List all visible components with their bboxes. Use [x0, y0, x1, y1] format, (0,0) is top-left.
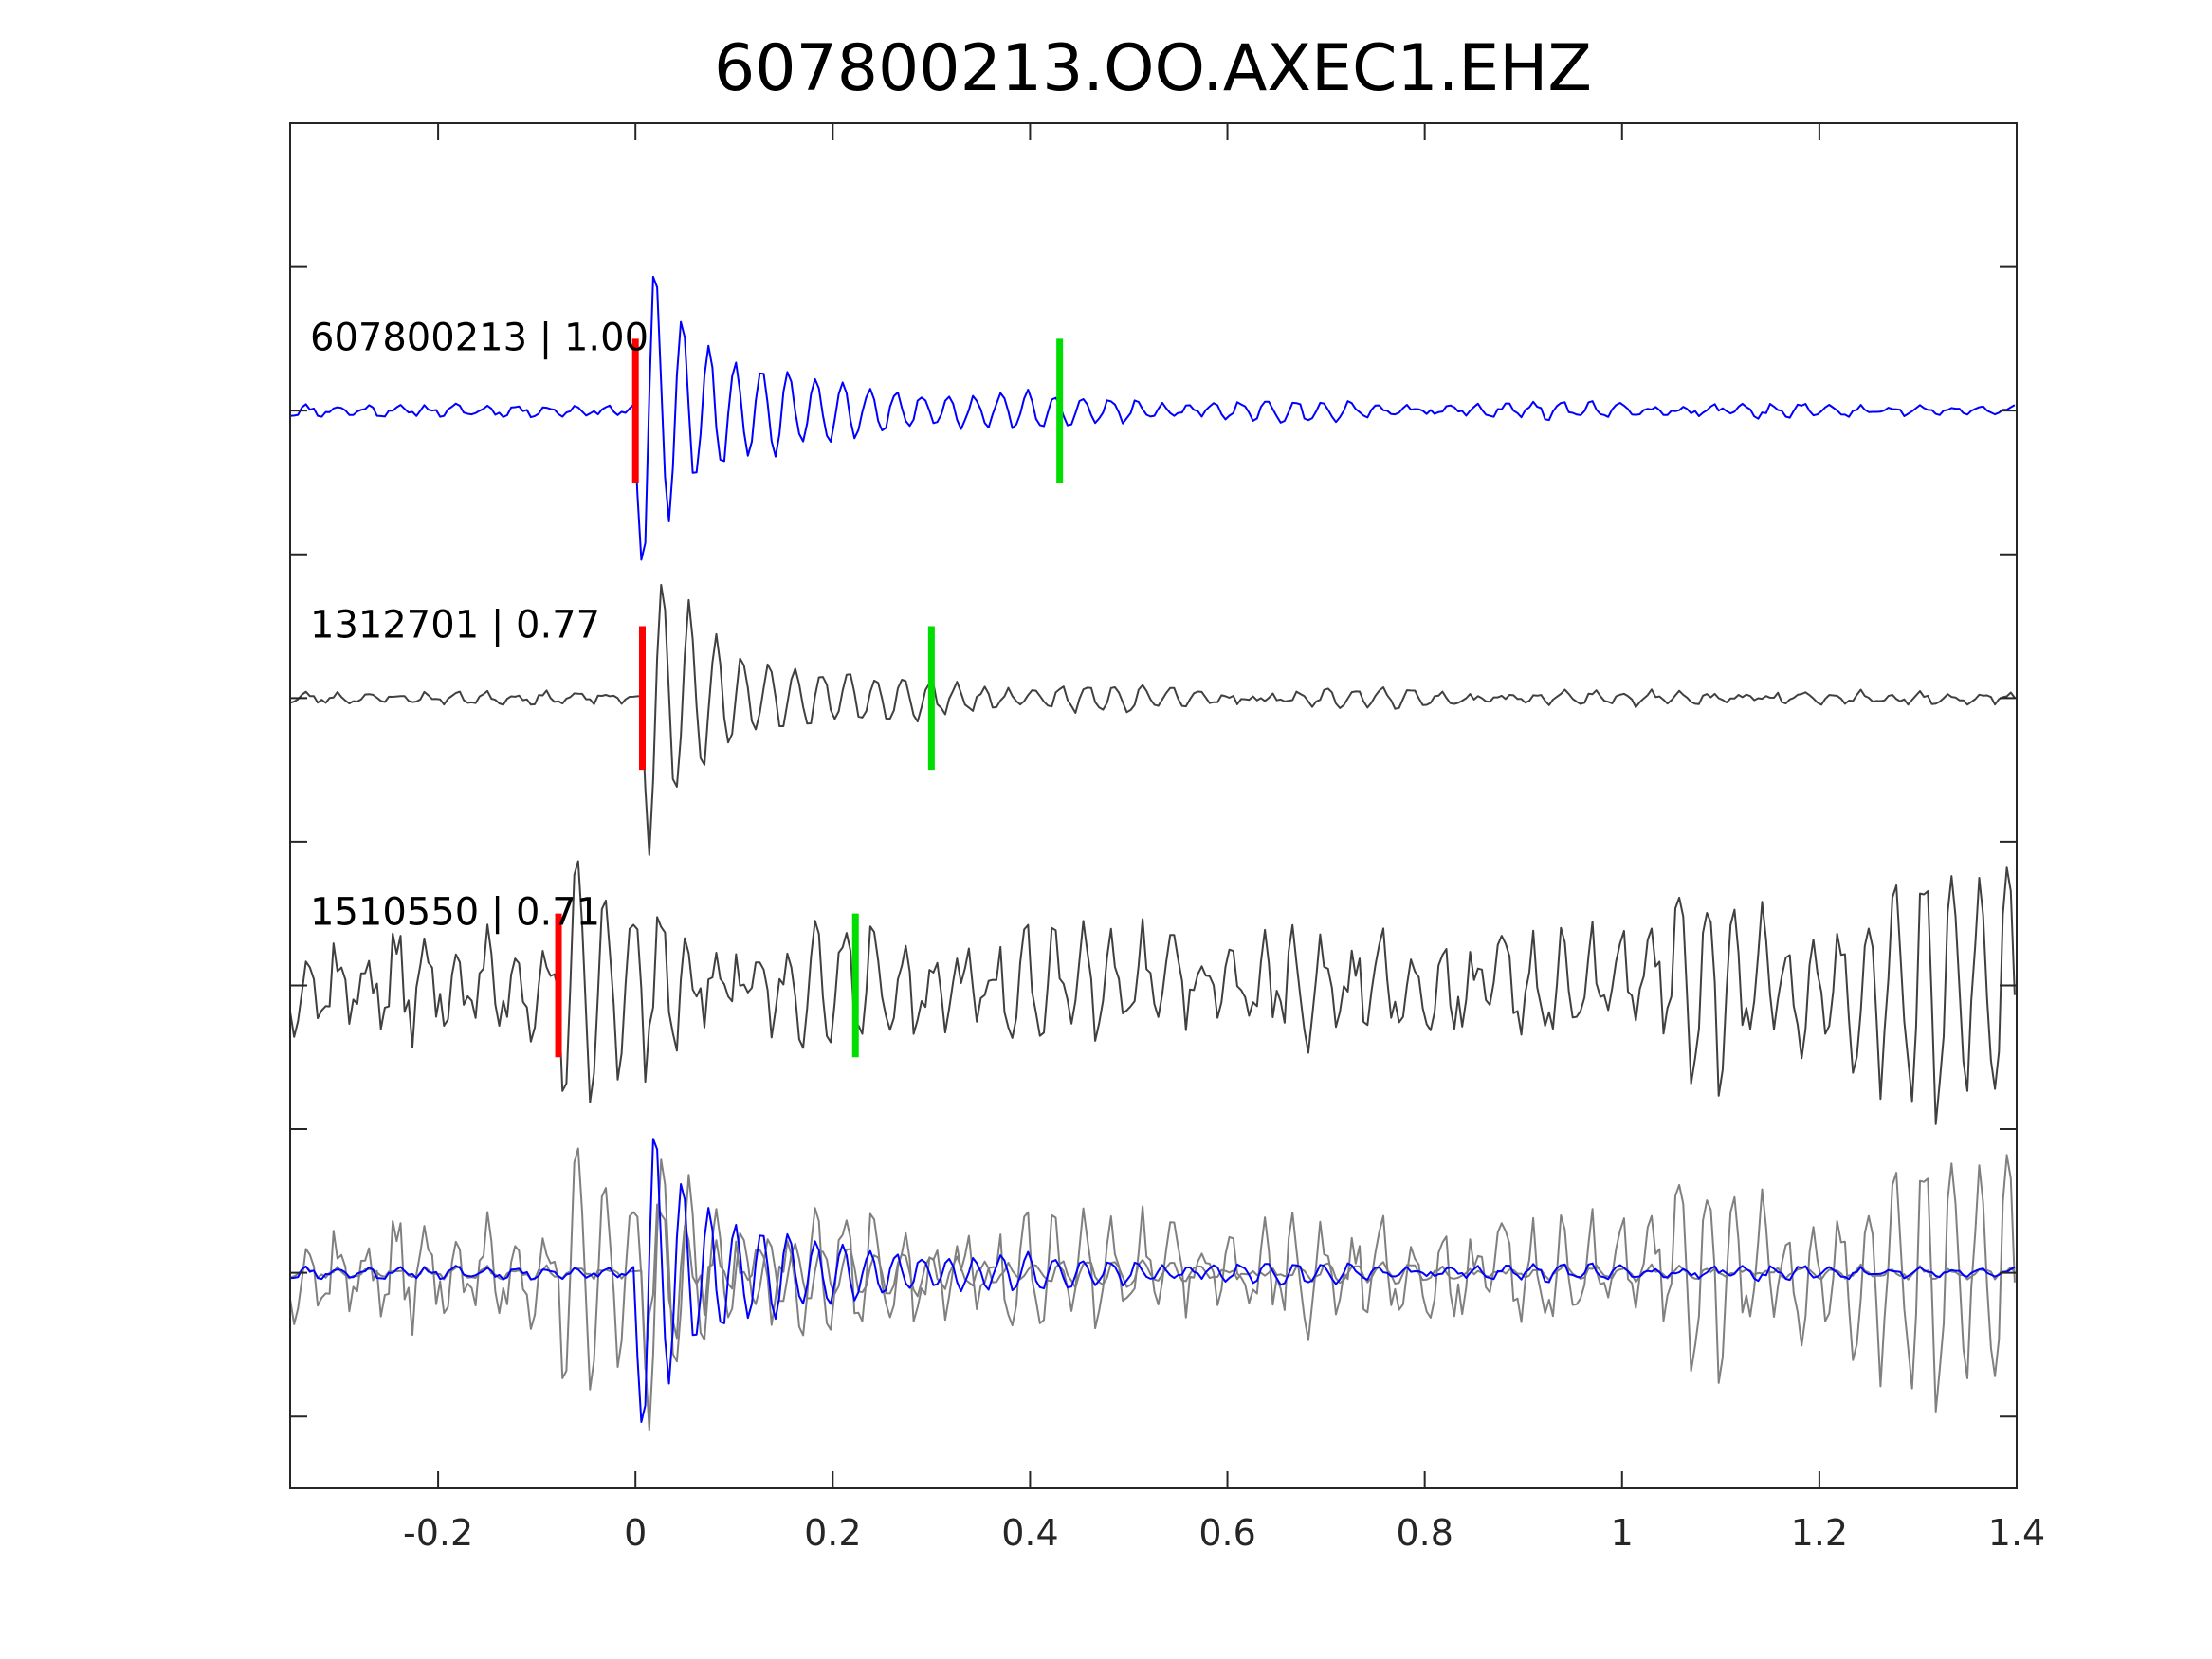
- x-tick-label-5: 0.6: [1198, 1512, 1255, 1554]
- x-tick-label-1: -0.2: [403, 1512, 473, 1554]
- x-tick-label-6: 0.8: [1396, 1512, 1453, 1554]
- overlay-neighbor-line-1: [289, 1158, 2016, 1431]
- overlay-reference-line: [289, 1138, 2016, 1423]
- x-tick-label-8: 1.2: [1791, 1512, 1848, 1554]
- trace-label-3: 1510550 | 0.71: [310, 891, 600, 935]
- trace-label-2: 1312701 | 0.77: [310, 604, 600, 647]
- x-tick-label-7: 1: [1611, 1512, 1634, 1554]
- trace-line-1: [289, 275, 2016, 561]
- trace-line-3: [289, 860, 2016, 1125]
- x-tick-label-4: 0.4: [1001, 1512, 1058, 1554]
- chart-title: 607800213.OO.AXEC1.EHZ: [714, 31, 1592, 106]
- trace-label-1: 607800213 | 1.00: [310, 316, 649, 359]
- x-axis-tick-labels: -0.2 0 0.2 0.4 0.6 0.8 1 1.2 1.4: [403, 1512, 2045, 1554]
- x-tick-label-3: 0.2: [804, 1512, 861, 1554]
- plot-area-frame: [289, 122, 2018, 1489]
- x-tick-label-2: 0: [624, 1512, 647, 1554]
- trace-group: [289, 275, 2016, 1431]
- x-tick-label-9: 1.4: [1988, 1512, 2045, 1554]
- trace-labels: 607800213 | 1.00 1312701 | 0.77 1510550 | …: [310, 316, 649, 934]
- overlay-neighbor-line-2: [289, 1147, 2016, 1413]
- pick-markers: [555, 338, 1064, 1058]
- axis-ticks: [290, 123, 2018, 1488]
- trace-line-2: [289, 583, 2016, 856]
